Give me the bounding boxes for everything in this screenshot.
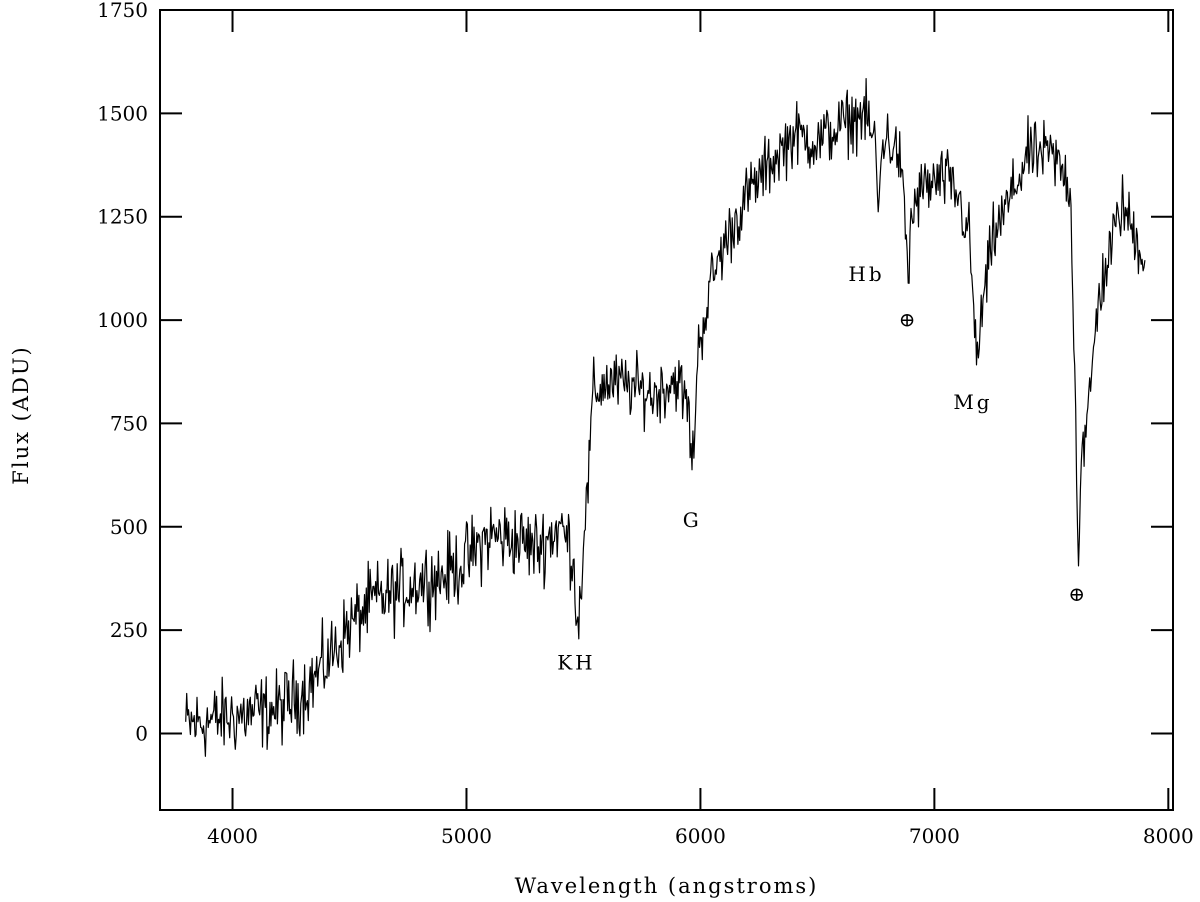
x-tick-label: 5000 bbox=[441, 824, 492, 848]
y-tick-label: 500 bbox=[110, 515, 148, 539]
spectrum-line bbox=[185, 78, 1146, 757]
line-annotations: KH G Hb Mg ⊕ ⊕ bbox=[557, 262, 1088, 675]
line-label: G bbox=[683, 508, 702, 532]
x-axis: 4000 5000 6000 7000 8000 bbox=[207, 10, 1194, 848]
plot-border bbox=[159, 9, 1174, 811]
telluric-symbol: ⊕ bbox=[899, 307, 919, 331]
plot-frame bbox=[159, 9, 1174, 811]
y-tick-label: 0 bbox=[135, 722, 148, 746]
x-axis-title: Wavelength (angstroms) bbox=[515, 874, 819, 898]
y-tick-label: 750 bbox=[110, 411, 148, 435]
line-label: Mg bbox=[953, 390, 992, 414]
y-axis-title: Flux (ADU) bbox=[9, 345, 33, 484]
y-axis: 0 250 500 750 1000 1250 1500 1750 bbox=[97, 0, 1173, 746]
x-tick-label: 6000 bbox=[675, 824, 726, 848]
y-tick-label: 250 bbox=[110, 618, 148, 642]
y-tick-label: 1000 bbox=[97, 308, 148, 332]
x-tick-label: 8000 bbox=[1143, 824, 1194, 848]
line-label: KH bbox=[557, 650, 595, 674]
x-tick-label: 4000 bbox=[207, 824, 258, 848]
y-tick-label: 1250 bbox=[97, 205, 148, 229]
y-tick-label: 1750 bbox=[97, 0, 148, 22]
y-tick-label: 1500 bbox=[97, 101, 148, 125]
line-label: Hb bbox=[848, 262, 884, 286]
x-tick-label: 7000 bbox=[909, 824, 960, 848]
telluric-symbol: ⊕ bbox=[1068, 582, 1088, 606]
